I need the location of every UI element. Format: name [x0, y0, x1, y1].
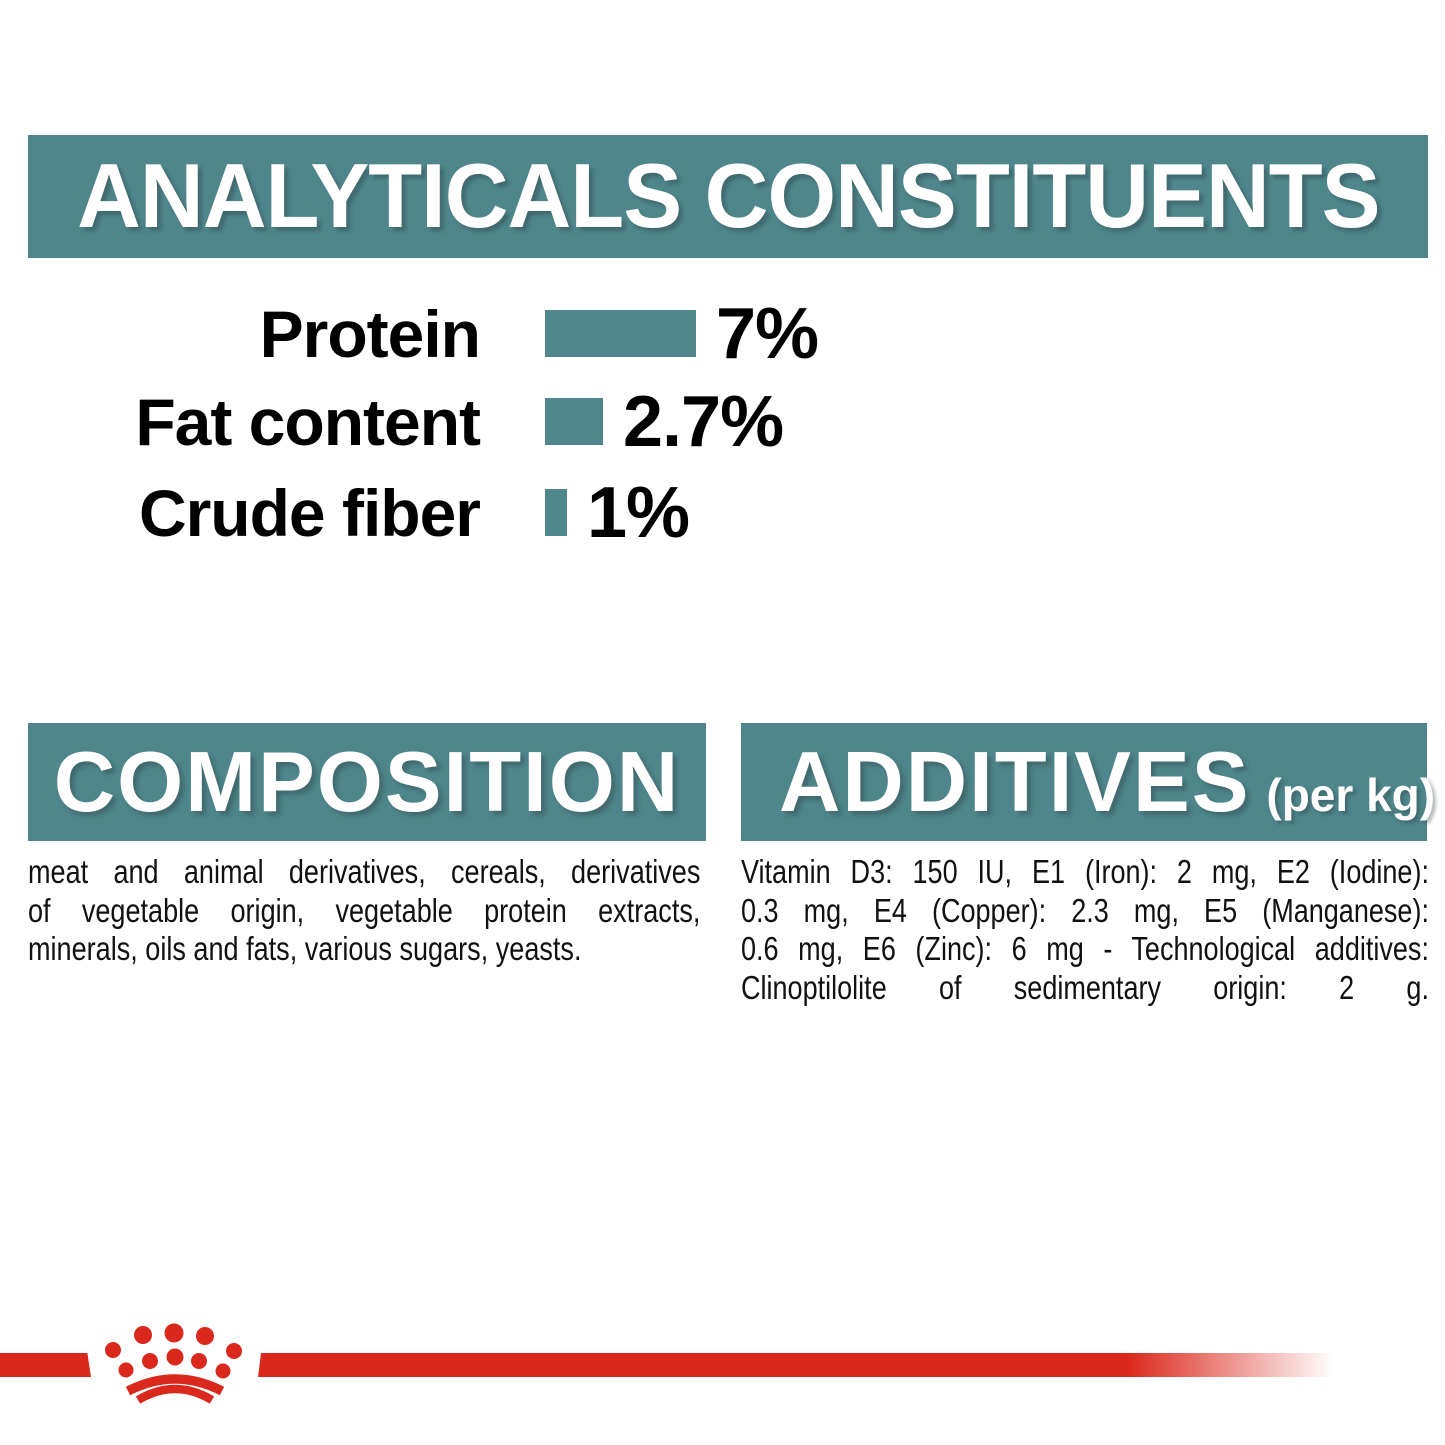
bar-label: Protein [259, 296, 481, 371]
composition-header-band: COMPOSITION [28, 723, 706, 841]
additives-body-line: Clinoptilolite of sedimentary origin: 2 … [741, 969, 1429, 1007]
additives-body: Vitamin D3: 150 IU, E1 (Iron): 2 mg, E2 … [741, 853, 1429, 1008]
analyticals-header-band: ANALYTICALS CONSTITUENTS [28, 135, 1428, 258]
additives-body-line: 0.3 mg, E4 (Copper): 2.3 mg, E5 (Mangane… [741, 891, 1429, 929]
bar-value-label: 7% [716, 293, 819, 374]
bar-value-label: 2.7% [623, 381, 784, 462]
chart-row-crude-fiber: Crude fiber 1% [0, 477, 690, 549]
additives-title: ADDITIVES [779, 734, 1251, 830]
bar-fat-content [545, 398, 603, 445]
composition-body-line: meat and animal derivatives, cereals, de… [28, 853, 701, 890]
additives-body-line: Vitamin D3: 150 IU, E1 (Iron): 2 mg, E2 … [741, 853, 1429, 890]
bar-crude-fiber [545, 489, 567, 536]
bar-label: Crude fiber [138, 475, 481, 550]
page-title: ANALYTICALS CONSTITUENTS [76, 145, 1380, 247]
composition-body-line: minerals, oils and fats, various sugars,… [28, 930, 582, 968]
bar-protein [545, 310, 696, 357]
additives-title-group: ADDITIVES (per kg) [779, 740, 1435, 825]
bar-label: Fat content [135, 384, 481, 459]
brand-stripe-right [258, 1353, 1345, 1377]
additives-header-band: ADDITIVES (per kg) [741, 723, 1435, 841]
bar-value-label: 1% [587, 472, 690, 553]
chart-row-protein: Protein 7% [0, 298, 819, 370]
composition-body: meat and animal derivatives, cereals, de… [28, 853, 700, 969]
additives-title-suffix: (per kg) [1266, 768, 1436, 821]
brand-stripe-left [0, 1353, 91, 1377]
composition-body-line: of vegetable origin, vegetable protein e… [28, 891, 701, 929]
additives-body-line: 0.6 mg, E6 (Zinc): 6 mg - Technological … [741, 930, 1429, 968]
royal-canin-crown-logo [105, 1323, 242, 1404]
composition-title: COMPOSITION [53, 734, 681, 830]
chart-row-fat-content: Fat content 2.7% [0, 386, 784, 458]
